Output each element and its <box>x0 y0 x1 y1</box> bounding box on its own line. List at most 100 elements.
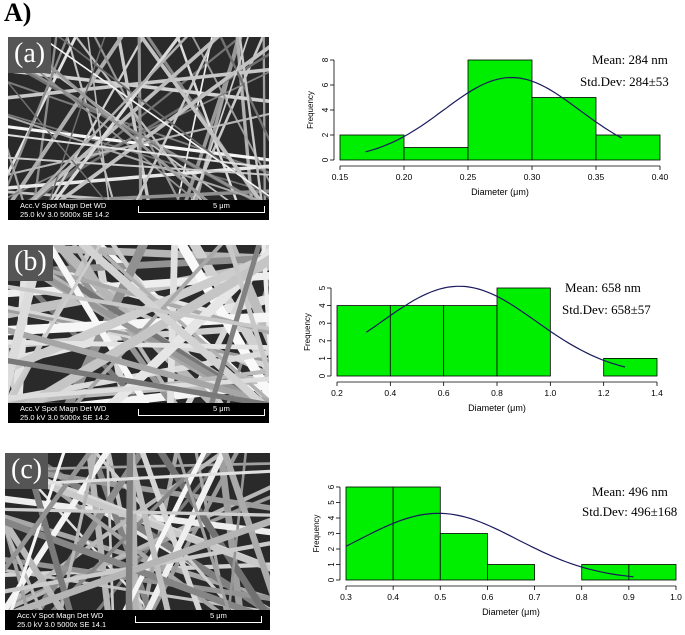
fiber-strand <box>8 147 30 220</box>
sem-image-a: (a) Acc.V Spot Magn Det WD 25.0 kV 3.0 5… <box>8 37 269 220</box>
x-tick-label: 0.3 <box>340 592 352 602</box>
y-tick-label: 5 <box>327 500 336 505</box>
y-tick-label: 4 <box>318 303 327 308</box>
sem-image-c: (c) Acc.V Spot Magn Det WD 25.0 kV 3.0 5… <box>5 453 270 630</box>
fiber-strand <box>221 453 270 597</box>
y-tick-label: 6 <box>321 82 330 87</box>
y-tick-label: 4 <box>321 107 330 112</box>
x-tick-label: 0.15 <box>332 172 349 182</box>
scale-bar-label: 5 μm <box>213 201 230 210</box>
scale-bar <box>138 206 265 213</box>
histogram-bar <box>392 486 441 581</box>
fiber-strand <box>38 37 145 220</box>
fiber-strand <box>8 252 269 374</box>
fiber-strand <box>105 453 115 630</box>
nanofiber-texture <box>5 453 270 630</box>
x-tick-label: 1.4 <box>651 388 663 398</box>
y-tick-label: 4 <box>327 515 336 520</box>
fiber-strand <box>137 37 143 220</box>
sem-databar-c: Acc.V Spot Magn Det WD 25.0 kV 3.0 5000x… <box>5 610 270 630</box>
x-tick-label: 0.20 <box>396 172 413 182</box>
fiber-strand <box>5 516 78 630</box>
databar-header: Acc.V Spot Magn Det WD <box>17 611 104 620</box>
x-tick-label: 0.40 <box>652 172 669 182</box>
stats-std-a: Std.Dev: 284±53 <box>580 74 669 89</box>
panel-tag-c: (c) <box>5 453 49 489</box>
histogram-bar <box>345 486 394 581</box>
x-tick-label: 1.0 <box>544 388 556 398</box>
fiber-strand <box>8 134 269 169</box>
fiber-strand <box>30 44 269 220</box>
histogram-bar <box>628 564 677 581</box>
x-axis-label: Diameter (μm) <box>482 607 540 617</box>
x-tick-label: 1.2 <box>598 388 610 398</box>
sem-databar-a: Acc.V Spot Magn Det WD 25.0 kV 3.0 5000x… <box>8 200 269 220</box>
nanofiber-texture <box>8 37 269 220</box>
fiber-strand <box>39 37 269 197</box>
nanofiber-texture <box>8 245 269 423</box>
fiber-strand <box>8 37 69 188</box>
normal-fit-curve <box>365 285 626 368</box>
fiber-strand <box>38 37 181 220</box>
databar-header: Acc.V Spot Magn Det WD <box>20 404 107 413</box>
x-tick-label: 0.6 <box>438 388 450 398</box>
y-tick-label: 1 <box>327 562 336 567</box>
fiber-strand <box>5 517 270 620</box>
fiber-strand <box>8 37 124 211</box>
fiber-strand <box>10 37 189 220</box>
fiber-strand <box>8 327 269 406</box>
fiber-strand <box>5 453 93 573</box>
panel-tag-a: (a) <box>8 37 52 73</box>
histogram-bar <box>595 134 661 161</box>
fiber-strand <box>166 245 179 423</box>
fiber-strand <box>8 284 269 331</box>
y-tick-label: 8 <box>321 57 330 62</box>
x-tick-label: 0.7 <box>529 592 541 602</box>
fiber-strand <box>125 453 134 630</box>
histogram-bar <box>443 305 498 377</box>
databar-values: 25.0 kV 3.0 5000x SE 14.2 <box>20 210 110 219</box>
scale-bar-label: 5 μm <box>213 404 230 413</box>
histogram-bar <box>496 287 551 377</box>
fiber-strand <box>203 245 262 423</box>
normal-fit-curve <box>365 76 622 153</box>
stats-std-c: Std.Dev: 496±168 <box>582 504 678 519</box>
y-tick-label: 0 <box>321 157 330 162</box>
x-tick-label: 0.35 <box>588 172 605 182</box>
fiber-strand <box>219 37 269 142</box>
fiber-strand <box>74 37 218 220</box>
fiber-strand <box>238 37 266 220</box>
x-tick-label: 1.0 <box>670 592 682 602</box>
stats-std-b: Std.Dev: 658±57 <box>562 302 651 317</box>
databar-values: 25.0 kV 3.0 5000x SE 14.2 <box>20 413 110 422</box>
x-tick-label: 0.25 <box>460 172 477 182</box>
scale-bar-label: 5 μm <box>210 611 227 620</box>
x-tick-label: 0.9 <box>623 592 635 602</box>
y-tick-label: 5 <box>318 285 327 290</box>
histogram-bar <box>336 305 391 377</box>
fiber-strand <box>139 453 210 630</box>
y-tick-label: 3 <box>327 531 336 536</box>
y-tick-label: 2 <box>318 338 327 343</box>
x-tick-label: 0.8 <box>491 388 503 398</box>
x-tick-label: 0.8 <box>576 592 588 602</box>
scale-bar <box>138 409 265 416</box>
histogram-bar <box>467 59 533 161</box>
y-axis-label: Frequency <box>306 91 315 129</box>
normal-fit-curve <box>345 512 634 578</box>
fiber-strand <box>5 453 66 630</box>
fiber-strand <box>185 37 249 220</box>
databar-header: Acc.V Spot Magn Det WD <box>20 201 107 210</box>
y-tick-label: 0 <box>318 373 327 378</box>
scale-bar <box>135 616 262 623</box>
fiber-strand <box>5 507 270 517</box>
y-tick-label: 2 <box>327 546 336 551</box>
fiber-strand <box>42 37 106 220</box>
y-axis-label: Frequency <box>312 515 321 553</box>
y-tick-label: 6 <box>327 484 336 489</box>
figure-label: A) <box>4 0 32 27</box>
x-tick-label: 0.4 <box>384 388 396 398</box>
